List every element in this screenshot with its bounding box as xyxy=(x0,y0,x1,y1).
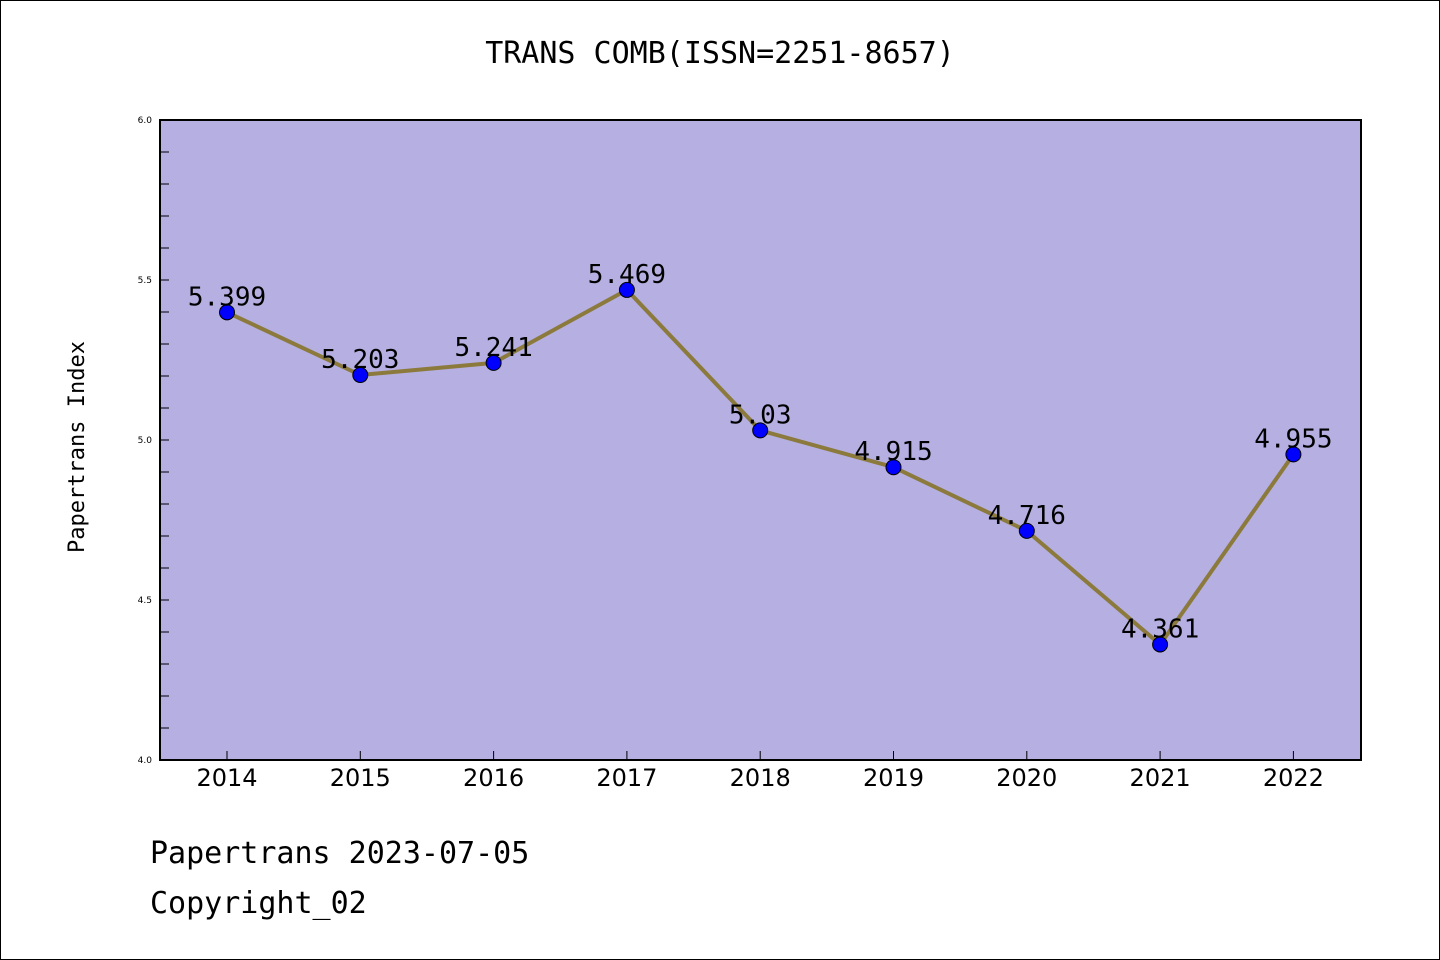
footer-copyright: Copyright_02 xyxy=(150,886,367,921)
data-label: 5.03 xyxy=(729,400,792,430)
data-point xyxy=(752,422,769,439)
data-point xyxy=(1152,636,1169,653)
x-tick-label: 2018 xyxy=(730,764,791,792)
data-markers xyxy=(219,281,1302,653)
x-tick-label: 2021 xyxy=(1130,764,1191,792)
data-point xyxy=(352,367,369,384)
data-point xyxy=(1285,446,1302,463)
x-tick-label: 2014 xyxy=(196,764,257,792)
data-point xyxy=(485,354,502,371)
x-tick-label: 2019 xyxy=(863,764,924,792)
x-axis: 2014 2015 2016 2017 2018 2019 2020 2021 2022 xyxy=(196,751,1324,792)
data-label: 4.955 xyxy=(1254,424,1332,454)
y-axis: 4.0 4.5 5.0 5.5 6.0 xyxy=(138,116,169,766)
y-axis-label: Papertrans Index xyxy=(65,341,90,553)
data-label: 5.469 xyxy=(588,260,666,290)
data-label: 5.399 xyxy=(188,282,266,312)
footer-date: Papertrans 2023-07-05 xyxy=(150,836,530,871)
data-point xyxy=(1018,522,1035,539)
data-label: 5.241 xyxy=(454,333,532,363)
x-tick-label: 2015 xyxy=(330,764,391,792)
y-tick-label: 4.5 xyxy=(138,596,152,606)
y-tick-label: 6.0 xyxy=(138,116,153,126)
y-tick-label: 5.5 xyxy=(138,276,152,286)
plot-area xyxy=(159,119,1362,761)
x-tick-label: 2017 xyxy=(596,764,657,792)
data-point xyxy=(618,281,635,298)
data-label: 5.203 xyxy=(321,345,399,375)
data-label: 4.716 xyxy=(988,501,1066,531)
data-labels: 5.399 5.203 5.241 5.469 5.03 4.915 4.716 4.361 4… xyxy=(188,260,1333,645)
data-point xyxy=(885,459,902,476)
y-tick-label: 4.0 xyxy=(138,756,153,766)
x-tick-label: 2016 xyxy=(463,764,524,792)
data-label: 4.915 xyxy=(854,437,932,467)
x-tick-label: 2022 xyxy=(1263,764,1324,792)
data-label: 4.361 xyxy=(1121,614,1199,644)
x-tick-label: 2020 xyxy=(996,764,1057,792)
data-point xyxy=(219,304,235,321)
y-tick-label: 5.0 xyxy=(138,436,153,446)
chart-title: TRANS COMB(ISSN=2251-8657) xyxy=(485,36,955,71)
